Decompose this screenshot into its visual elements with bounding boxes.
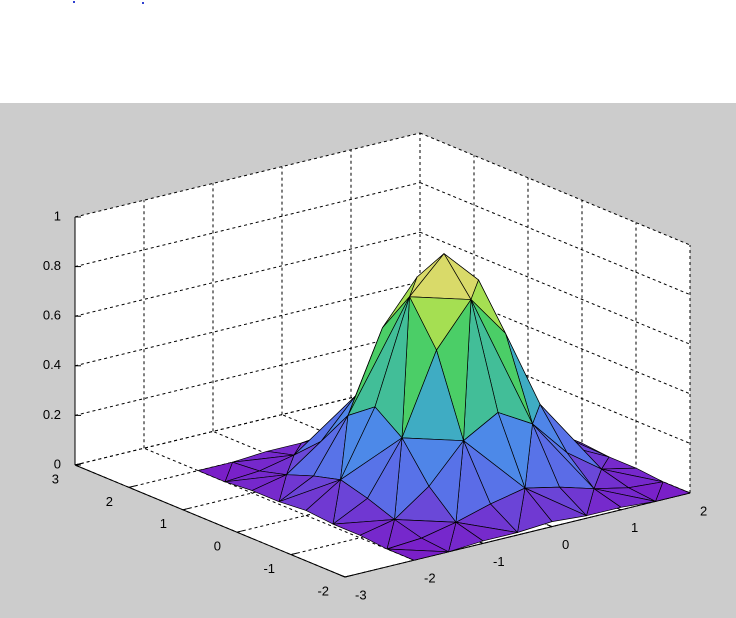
grid-line (419, 132, 691, 246)
x-tick-label: -3 (355, 587, 367, 602)
x-tick-label: -1 (493, 554, 505, 569)
surface-facet (359, 519, 395, 550)
x-axis-line (344, 492, 691, 578)
y-tick-label: -2 (317, 583, 329, 598)
y-tick-label: 0 (214, 539, 221, 554)
x-tick (546, 524, 553, 528)
grid-line (74, 281, 421, 367)
grid-line (74, 182, 421, 268)
grid-line (143, 447, 415, 561)
grid-line (74, 330, 421, 416)
y-tick (290, 552, 298, 556)
y-tick-label: 3 (52, 471, 59, 486)
surface-facet (251, 474, 287, 503)
grid-line (419, 182, 691, 296)
grid-line (419, 231, 691, 345)
y-tick (182, 507, 190, 511)
surface-facet (386, 548, 449, 561)
surface-facet (305, 479, 341, 525)
dot (142, 2, 144, 4)
y-tick (236, 530, 244, 533)
y-tick (344, 575, 352, 578)
y-axis-line (74, 464, 346, 578)
x-tick-label: 2 (700, 503, 707, 518)
y-tick (128, 485, 136, 488)
z-tick-label: 1 (54, 208, 61, 223)
y-tick (74, 463, 82, 466)
z-tick-label: 0.6 (43, 308, 61, 323)
x-tick-label: 0 (562, 537, 569, 552)
y-tick-label: 2 (106, 494, 113, 509)
y-tick-label: -1 (263, 561, 275, 576)
z-tick-label: 0.4 (43, 357, 61, 372)
x-tick (339, 574, 346, 578)
z-tick-label: 0 (54, 456, 61, 471)
x-tick-label: -2 (424, 571, 436, 586)
y-tick-label: 1 (160, 516, 167, 531)
z-tick-label: 0.8 (43, 258, 61, 273)
surface-facet (197, 461, 233, 483)
grid-line (74, 231, 421, 317)
grid-line (74, 132, 421, 218)
x-tick-label: 1 (631, 520, 638, 535)
dot (73, 1, 75, 3)
z-tick-label: 0.2 (43, 407, 61, 422)
